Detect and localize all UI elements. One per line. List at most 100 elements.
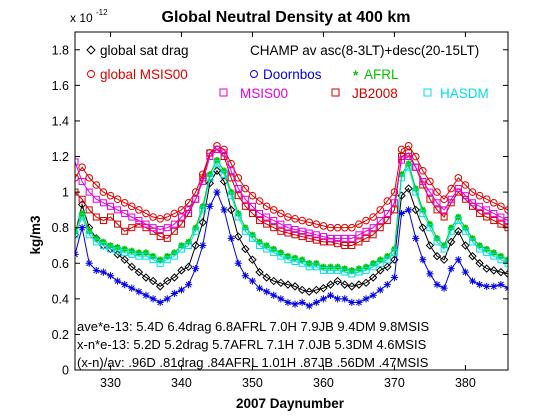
data-point-global_drag — [312, 285, 321, 295]
data-point-hasdm — [192, 227, 200, 235]
data-point-jb2008 — [390, 206, 398, 214]
data-point-afrl — [128, 247, 135, 255]
data-point-global_drag — [177, 266, 186, 275]
series-msis00 — [75, 145, 508, 242]
data-point-global_msis — [92, 181, 101, 189]
data-point-msis00 — [476, 202, 484, 210]
x-tick-label: 380 — [455, 376, 476, 390]
data-point-jb2008 — [376, 224, 384, 232]
data-point-global_drag — [141, 273, 151, 282]
data-point-hasdm — [383, 256, 391, 264]
data-point-global_msis — [355, 220, 363, 228]
data-point-hasdm — [135, 252, 143, 260]
data-point-jb2008 — [327, 238, 335, 246]
data-point-doornbos — [192, 265, 200, 273]
data-point-global_msis — [113, 195, 122, 204]
data-point-global_msis — [248, 191, 257, 200]
data-point-hasdm — [92, 238, 100, 246]
data-point-hasdm — [419, 209, 427, 217]
data-point-global_msis — [298, 216, 306, 225]
data-point-global_msis — [177, 206, 186, 214]
data-point-jb2008 — [476, 209, 484, 217]
data-point-hasdm — [270, 249, 278, 257]
legend-marker-global-msis — [87, 70, 95, 78]
data-point-jb2008 — [362, 234, 370, 242]
y-tick-label: 0 — [62, 364, 69, 378]
legend-label-afrl: AFRL — [364, 67, 399, 82]
data-point-hasdm — [327, 266, 335, 274]
data-point-hasdm — [497, 256, 505, 264]
data-point-global_drag — [454, 227, 463, 236]
data-point-doornbos — [497, 281, 505, 289]
data-point-doornbos — [348, 298, 356, 306]
x-tick-label: 340 — [171, 376, 192, 390]
data-point-hasdm — [298, 259, 306, 267]
data-point-msis00 — [135, 217, 143, 225]
data-point-global_drag — [468, 251, 477, 261]
data-point-afrl — [448, 224, 455, 231]
data-point-global_drag — [319, 283, 328, 293]
data-point-msis00 — [163, 224, 171, 232]
data-point-hasdm — [199, 206, 207, 214]
data-point-msis00 — [248, 202, 256, 210]
data-point-hasdm — [75, 231, 79, 239]
data-point-global_msis — [269, 206, 278, 214]
data-point-jb2008 — [270, 224, 278, 232]
data-point-afrl — [185, 238, 192, 246]
data-point-hasdm — [263, 245, 271, 253]
data-point-msis00 — [206, 153, 214, 161]
data-point-afrl — [213, 156, 221, 164]
data-point-jb2008 — [298, 233, 306, 241]
data-point-doornbos — [369, 291, 377, 299]
data-point-global_msis — [369, 213, 377, 221]
data-point-doornbos — [128, 284, 136, 292]
data-point-global_drag — [120, 255, 129, 264]
data-point-global_drag — [290, 282, 300, 291]
data-point-global_drag — [439, 255, 449, 264]
data-point-doornbos — [270, 291, 278, 299]
data-point-afrl — [256, 238, 263, 246]
data-point-hasdm — [78, 213, 86, 221]
data-point-hasdm — [319, 266, 327, 274]
data-point-global_drag — [234, 232, 243, 241]
data-point-afrl — [227, 188, 235, 196]
data-point-afrl — [462, 224, 469, 231]
data-point-doornbos — [156, 298, 164, 306]
data-point-msis00 — [106, 202, 114, 210]
x-tick-label: 370 — [384, 376, 405, 390]
axis-ticks: 330 340 350 360 370 380 0 0.2 0.4 0.6 0.8 1 1.2 1.4 1.… — [52, 32, 508, 390]
x-tick-label: 360 — [313, 376, 334, 390]
data-point-msis00 — [227, 167, 235, 175]
annotation-ratio: (x-n)/av: .96D .81drag .84AFRL 1.01H .87… — [77, 355, 429, 370]
data-point-doornbos — [447, 265, 455, 273]
data-point-global_msis — [468, 188, 477, 196]
data-point-afrl — [199, 203, 206, 210]
data-point-global_drag — [134, 267, 144, 277]
y-tick-label: 0.6 — [52, 257, 69, 271]
series-jb2008 — [75, 145, 508, 249]
data-point-doornbos — [106, 272, 115, 280]
data-point-global_msis — [319, 222, 328, 230]
data-point-doornbos — [426, 270, 434, 278]
series-line-jb2008 — [75, 148, 508, 246]
data-point-msis00 — [78, 177, 86, 185]
data-point-global_drag — [376, 266, 385, 275]
data-point-doornbos — [149, 295, 157, 303]
legend-marker-hasdm — [423, 88, 432, 97]
data-point-afrl — [483, 245, 490, 253]
data-point-global_drag — [461, 241, 470, 250]
x-tick-label: 330 — [100, 376, 121, 390]
data-point-doornbos — [461, 268, 470, 276]
data-point-global_msis — [291, 214, 299, 223]
data-point-global_drag — [354, 280, 364, 289]
data-point-afrl — [121, 245, 128, 253]
data-point-global_msis — [411, 152, 420, 161]
data-point-doornbos — [383, 281, 391, 289]
data-point-afrl — [440, 242, 448, 249]
data-point-global_msis — [163, 213, 172, 221]
legend-item-hasdm: HASDM — [423, 86, 489, 101]
data-point-afrl — [135, 249, 143, 256]
data-point-jb2008 — [305, 234, 313, 242]
data-point-global_msis — [390, 188, 399, 196]
data-point-msis00 — [277, 220, 285, 228]
